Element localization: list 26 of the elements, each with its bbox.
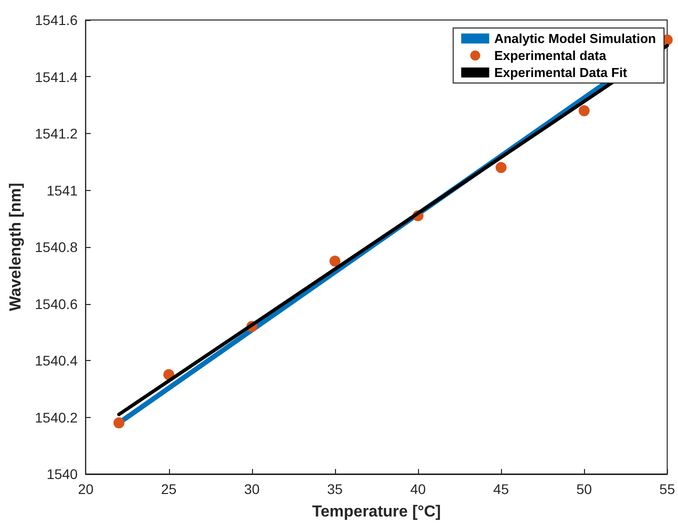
x-axis-title: Temperature [°C]: [312, 504, 441, 520]
x-tick-label: 50: [576, 481, 592, 497]
y-axis-title: Wavelength [nm]: [8, 182, 24, 312]
point: [329, 256, 340, 267]
y-tick-label: 1541.4: [34, 68, 78, 85]
x-tick-label: 45: [493, 481, 510, 497]
x-tick-label: 35: [327, 481, 343, 497]
x-tick-label: 25: [161, 481, 177, 497]
legend-label: Analytic Model Simulation: [494, 31, 656, 46]
y-tick-label: 1541: [46, 182, 78, 198]
point: [578, 105, 590, 116]
y-tick-label: 1540.4: [34, 352, 78, 368]
x-tick-label: 40: [410, 481, 426, 497]
y-tick-label: 1540.2: [34, 409, 78, 426]
x-tick-label: 20: [78, 481, 94, 497]
legend-label: Experimental data: [494, 48, 607, 63]
y-tick-label: 1540.6: [34, 296, 78, 312]
x-tick-label: 55: [659, 481, 676, 497]
x-tick-label: 30: [244, 481, 260, 497]
point: [496, 162, 507, 174]
y-tick-label: 1540: [46, 466, 78, 482]
y-tick-label: 1541.2: [34, 126, 78, 142]
point: [113, 417, 124, 428]
legend-label: Experimental Data Fit: [494, 65, 628, 80]
y-tick-label: 1540.8: [34, 239, 78, 255]
y-tick-label: 1541.6: [34, 12, 78, 28]
